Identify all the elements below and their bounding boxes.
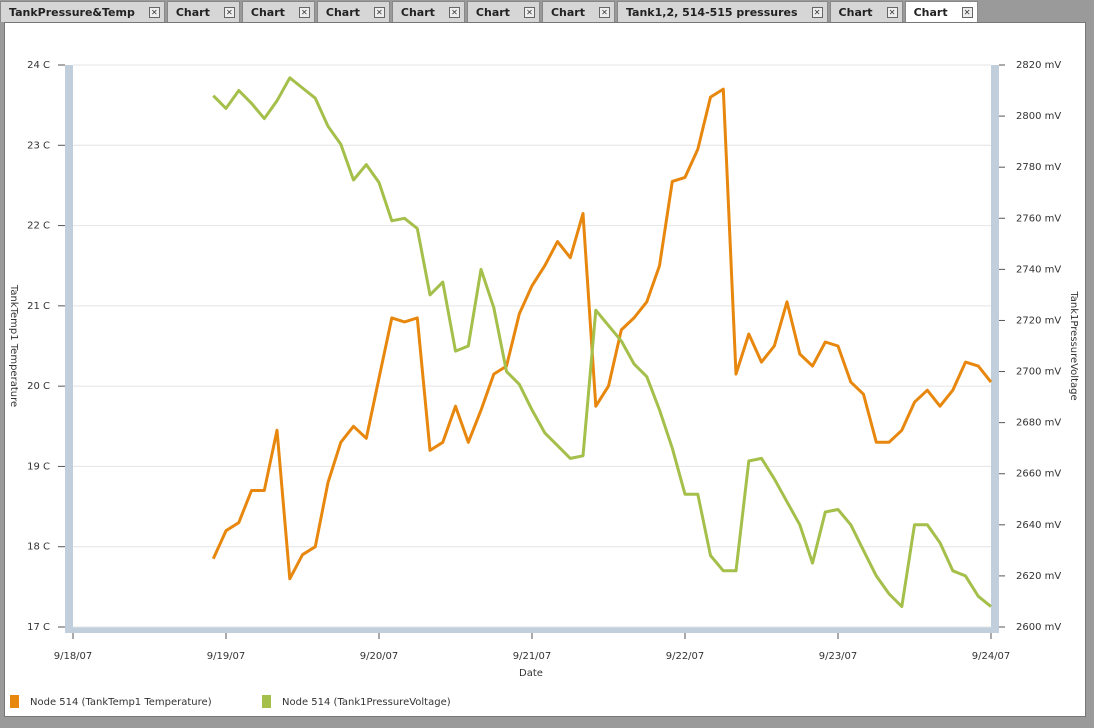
tab-close[interactable]: ✕ [523,6,535,18]
right-axis-bar [991,65,999,633]
x-tick-label: 9/22/07 [666,651,705,662]
y2-tick-label: 2740 mV [1016,264,1061,275]
tab[interactable]: Tank1,2, 514-515 pressures ✕ [616,1,828,22]
y2-axis-title: Tank1PressureVoltage [1068,290,1079,400]
tab-close[interactable]: ✕ [148,6,160,18]
left-axis-bar [65,65,73,633]
tab[interactable]: Chart ✕ [391,1,465,22]
tab-label: Tank1,2, 514-515 pressures [625,5,798,19]
y2-tick-label: 2780 mV [1016,162,1061,173]
tab-bar: TankPressure&Temp ✕ Chart ✕ Chart ✕ Chart ✕ Char… [0,0,978,22]
y2-tick-label: 2640 mV [1016,520,1061,531]
y-tick-label: 19 C [27,461,50,472]
tab-label: Chart [475,5,510,19]
legend-swatch [262,695,271,708]
x-tick-label: 9/24/07 [972,651,1011,662]
tab[interactable]: Chart ✕ [316,1,390,22]
tab-close[interactable]: ✕ [448,6,460,18]
y2-tick-label: 2800 mV [1016,111,1061,122]
tab-close[interactable]: ✕ [373,6,385,18]
tab-label: Chart [913,5,948,19]
y-tick-label: 23 C [27,140,50,151]
x-tick-label: 9/20/07 [360,651,399,662]
y-axis-title: TankTemp1 Temperature [8,284,19,407]
tab-close[interactable]: ✕ [598,6,610,18]
y2-tick-label: 2700 mV [1016,367,1061,378]
x-axis-title: Date [519,668,543,679]
tab[interactable]: Chart ✕ [541,1,615,22]
x-tick-label: 9/19/07 [207,651,246,662]
tab-close[interactable]: ✕ [223,6,235,18]
y2-tick-label: 2600 mV [1016,622,1061,633]
x-tick-label: 9/18/07 [54,651,93,662]
tab-close[interactable]: ✕ [886,6,898,18]
tab[interactable]: Chart ✕ [466,1,540,22]
y-tick-label: 20 C [27,381,50,392]
chart-panel [4,22,1086,717]
tab[interactable]: TankPressure&Temp ✕ [0,1,165,22]
tab[interactable]: Chart ✕ [829,1,903,22]
bottom-axis-bar [65,627,999,633]
x-tick-label: 9/23/07 [819,651,858,662]
series-line [211,87,993,581]
tab-label: Chart [325,5,360,19]
y2-tick-label: 2660 mV [1016,469,1061,480]
y2-tick-label: 2760 mV [1016,213,1061,224]
tab-label: Chart [250,5,285,19]
tab-label: Chart [838,5,873,19]
y-tick-label: 24 C [27,60,50,71]
tab-close[interactable]: ✕ [811,6,823,18]
series-line [212,76,992,609]
y2-tick-label: 2680 mV [1016,418,1061,429]
tab-label: Chart [175,5,210,19]
y-tick-label: 21 C [27,301,50,312]
tab-close[interactable]: ✕ [298,6,310,18]
legend-swatch [10,695,19,708]
y-tick-label: 17 C [27,622,50,633]
tab-close[interactable]: ✕ [961,6,973,18]
tab[interactable]: Chart ✕ [904,1,978,22]
tab[interactable]: Chart ✕ [241,1,315,22]
tab-label: TankPressure&Temp [9,5,135,19]
y2-tick-label: 2620 mV [1016,571,1061,582]
tab[interactable]: Chart ✕ [166,1,240,22]
legend-label: Node 514 (TankTemp1 Temperature) [30,697,212,708]
tab-label: Chart [400,5,435,19]
x-tick-label: 9/21/07 [513,651,552,662]
y2-tick-label: 2720 mV [1016,315,1061,326]
tab-label: Chart [550,5,585,19]
y-tick-label: 22 C [27,221,50,232]
y-tick-label: 18 C [27,542,50,553]
legend-label: Node 514 (Tank1PressureVoltage) [282,697,451,708]
y2-tick-label: 2820 mV [1016,60,1061,71]
